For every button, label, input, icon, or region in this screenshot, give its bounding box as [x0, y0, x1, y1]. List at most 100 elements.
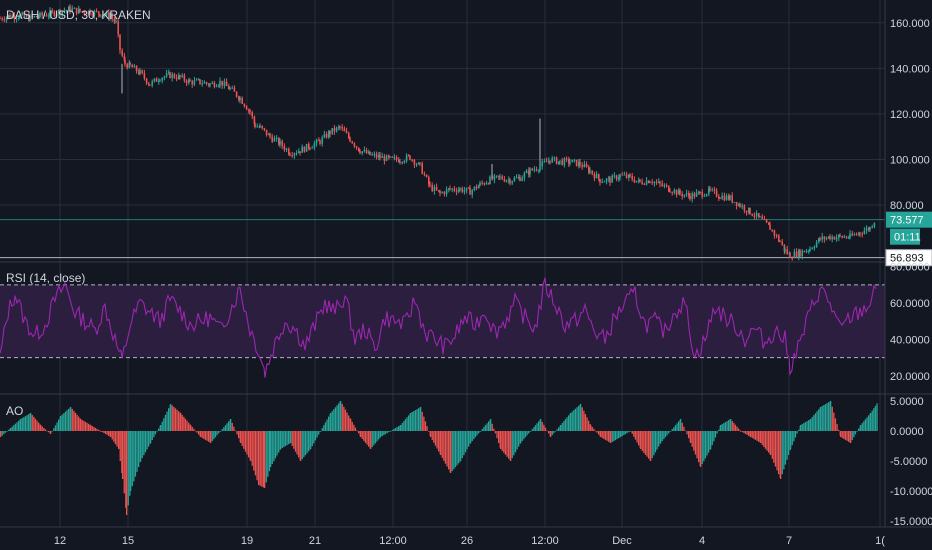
- ao-bar: [423, 416, 425, 431]
- price-candle-body: [291, 155, 293, 157]
- price-candle-body: [83, 11, 86, 14]
- ao-pane[interactable]: [0, 401, 878, 515]
- ao-bar: [491, 423, 493, 431]
- ao-bar: [481, 429, 483, 431]
- ao-bar: [526, 431, 528, 436]
- ao-bar: [580, 404, 582, 431]
- ao-bar: [706, 431, 708, 456]
- ao-bar: [546, 430, 548, 432]
- ao-bar: [181, 414, 183, 431]
- ao-bar: [480, 431, 482, 432]
- price-candle-body: [501, 176, 503, 180]
- ao-bar: [444, 431, 447, 464]
- ao-bar: [371, 431, 373, 448]
- time-label: 15: [122, 535, 134, 547]
- ao-bar: [656, 431, 658, 450]
- ao-bar: [778, 431, 780, 475]
- ao-bar: [276, 431, 278, 456]
- ao-bar: [304, 431, 307, 456]
- price-candle-body: [551, 158, 553, 163]
- price-candle-body: [179, 75, 181, 77]
- ao-bar: [133, 431, 135, 482]
- price-candle-body: [111, 15, 113, 19]
- price-candle-body: [768, 222, 770, 225]
- price-candle-body: [21, 13, 23, 15]
- ao-bar: [788, 431, 790, 455]
- price-candle-body: [269, 134, 271, 137]
- price-candle-body: [233, 87, 236, 92]
- ao-bar: [274, 431, 277, 459]
- ao-bar: [684, 430, 687, 432]
- ao-bar: [394, 428, 397, 431]
- price-candle-body: [171, 74, 173, 79]
- ao-bar: [621, 431, 623, 437]
- price-candle-body: [449, 188, 451, 190]
- price-candle-body: [558, 161, 560, 164]
- ao-bar: [463, 431, 465, 456]
- price-candle-body: [126, 64, 128, 68]
- price-candle-body: [75, 7, 78, 14]
- ao-bar: [756, 431, 758, 441]
- ao-bar: [348, 415, 350, 431]
- price-candle-body: [155, 78, 158, 82]
- ao-bar: [873, 408, 875, 431]
- ao-bar: [736, 426, 738, 431]
- ao-bar: [753, 431, 755, 439]
- ao-bar: [281, 431, 283, 449]
- ao-bar: [876, 403, 878, 431]
- price-candle-body: [528, 170, 530, 175]
- ao-bar: [670, 431, 672, 432]
- price-candle-body: [503, 179, 506, 182]
- price-candle-body: [691, 193, 693, 200]
- price-candle-body: [208, 83, 210, 86]
- ao-bar: [208, 431, 210, 442]
- price-candle-body: [385, 155, 388, 161]
- rsi-pane[interactable]: [0, 277, 877, 378]
- price-candle-body: [751, 214, 753, 216]
- ao-bar: [74, 412, 77, 431]
- ao-title: AO: [6, 404, 23, 418]
- ao-bar: [616, 431, 618, 440]
- ao-bar: [506, 431, 508, 457]
- ao-bar: [13, 425, 15, 431]
- ao-bar: [114, 431, 117, 445]
- price-candle-body: [23, 13, 26, 17]
- price-candle-body: [445, 189, 448, 195]
- price-candle-body: [525, 170, 528, 174]
- price-candle-body: [198, 79, 200, 81]
- price-candle-body: [423, 173, 426, 175]
- price-candle-body: [115, 20, 117, 22]
- ao-bar: [368, 431, 370, 447]
- price-candle-body: [283, 146, 286, 150]
- ao-bar: [238, 431, 240, 439]
- ao-bar: [821, 406, 823, 431]
- price-candle-body: [305, 143, 308, 152]
- ao-bar: [178, 411, 180, 431]
- ao-bar: [24, 416, 27, 431]
- rsi-tick-label: 80.0000: [890, 262, 930, 274]
- price-candle-body: [143, 73, 146, 79]
- ao-bar: [176, 409, 178, 431]
- ao-bar: [820, 407, 822, 431]
- price-pane[interactable]: [0, 4, 885, 261]
- price-candle-body: [465, 187, 468, 191]
- price-candle-body: [369, 151, 371, 156]
- price-candle-body: [555, 157, 558, 164]
- ao-bar: [776, 431, 778, 471]
- price-candle-body: [238, 96, 240, 100]
- ao-bar: [3, 431, 5, 435]
- ao-bar: [573, 410, 575, 431]
- ao-bar: [424, 421, 427, 431]
- ao-bar: [610, 431, 612, 443]
- countdown-badge: [890, 228, 920, 245]
- price-candle-body: [629, 174, 631, 176]
- price-candle-body: [685, 193, 688, 195]
- price-candle-body: [478, 185, 480, 189]
- ao-bar: [271, 431, 273, 465]
- price-candle-body: [183, 75, 186, 81]
- ao-bar: [241, 431, 243, 446]
- price-candle-body: [299, 151, 301, 153]
- ao-bar: [496, 431, 498, 439]
- ao-bar: [644, 431, 647, 455]
